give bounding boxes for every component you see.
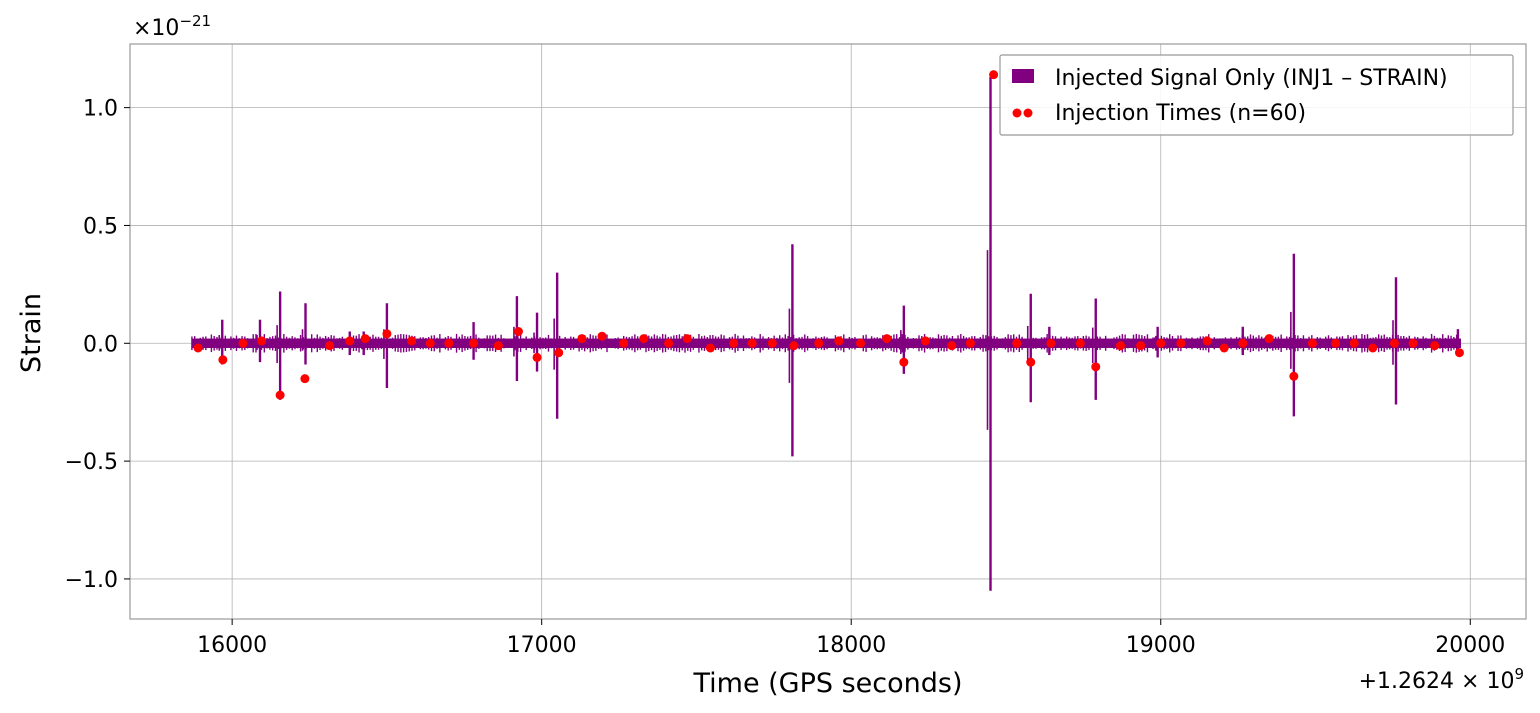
injection-marker (1202, 336, 1212, 346)
injection-marker (1368, 343, 1378, 353)
injection-marker (1454, 348, 1464, 358)
injection-marker (325, 341, 335, 351)
y-tick-label: 0.0 (83, 332, 118, 357)
y-ticks: 1.0 0.5 0.0 −0.5 −1.0 (65, 97, 130, 593)
y-tick-label: −1.0 (65, 568, 118, 593)
legend-markers-label: Injection Times (n=60) (1055, 101, 1306, 126)
y-tick-label: 1.0 (83, 97, 118, 122)
injection-marker (789, 341, 799, 351)
injection-marker (834, 336, 844, 346)
injection-marker (1116, 341, 1126, 351)
x-offset-label: +1.2624 × 109 (1359, 665, 1524, 694)
injection-marker (1156, 338, 1166, 348)
injection-marker (469, 338, 479, 348)
y-tick-label: 0.5 (83, 214, 118, 239)
injection-marker (275, 390, 285, 400)
injection-marker (814, 338, 824, 348)
injection-marker (360, 334, 370, 344)
y-axis-label: Strain (16, 293, 47, 373)
injection-markers (193, 70, 1464, 400)
injection-marker (1091, 362, 1101, 372)
x-tick-label: 16000 (197, 633, 267, 658)
injection-marker (577, 334, 587, 344)
injection-marker (1219, 343, 1229, 353)
x-ticks: 16000 17000 18000 19000 20000 (197, 619, 1505, 658)
injection-marker (407, 336, 417, 346)
legend-marker-dot-1 (1012, 108, 1022, 118)
x-tick-label: 17000 (507, 633, 577, 658)
x-axis-label: Time (GPS seconds) (692, 668, 962, 699)
injection-marker (1408, 338, 1418, 348)
injection-marker (921, 336, 931, 346)
injection-marker (532, 352, 542, 362)
legend-marker-dot-2 (1023, 108, 1033, 118)
injection-marker (597, 331, 607, 341)
injection-marker (1289, 371, 1299, 381)
injection-marker (1238, 338, 1248, 348)
x-tick-label: 20000 (1435, 633, 1505, 658)
injection-marker (899, 357, 909, 367)
injection-marker (639, 334, 649, 344)
injection-marker (729, 338, 739, 348)
legend-signal-swatch (1012, 69, 1034, 83)
injection-marker (1389, 338, 1399, 348)
injection-marker (1307, 338, 1317, 348)
injection-marker (747, 338, 757, 348)
injection-marker (1136, 341, 1146, 351)
injection-marker (257, 336, 267, 346)
y-tick-label: −0.5 (65, 450, 118, 475)
injection-marker (856, 338, 866, 348)
injection-marker (682, 334, 692, 344)
injection-marker (1046, 338, 1056, 348)
grid (130, 44, 1526, 619)
injection-marker (1430, 341, 1440, 351)
legend-frame (999, 54, 1514, 136)
injection-marker (965, 338, 975, 348)
y-scale-label: ×10−21 (133, 12, 211, 41)
injection-marker (767, 338, 777, 348)
x-tick-label: 19000 (1126, 633, 1196, 658)
legend-signal-label: Injected Signal Only (INJ1 – STRAIN) (1055, 66, 1448, 91)
injection-marker (1349, 338, 1359, 348)
injection-marker (947, 341, 957, 351)
injection-marker (218, 355, 228, 365)
injection-marker (554, 348, 564, 358)
injection-marker (1331, 338, 1341, 348)
injection-marker (382, 329, 392, 339)
injection-marker (345, 336, 355, 346)
injection-marker (238, 338, 248, 348)
injection-marker (705, 343, 715, 353)
injection-marker (493, 341, 503, 351)
injection-marker (664, 338, 674, 348)
injection-marker (1176, 338, 1186, 348)
x-tick-label: 18000 (816, 633, 886, 658)
injection-marker (1264, 334, 1274, 344)
injection-marker (300, 374, 310, 384)
injection-marker (444, 338, 454, 348)
injection-marker (619, 338, 629, 348)
legend: Injected Signal Only (INJ1 – STRAIN) Inj… (999, 54, 1514, 136)
injection-marker (513, 327, 523, 336)
injection-marker (1075, 338, 1085, 348)
injection-marker (989, 70, 999, 80)
signal-series (191, 76, 1461, 591)
plot-frame (129, 43, 1527, 620)
injection-marker (1012, 338, 1022, 348)
injection-marker (193, 343, 203, 353)
injection-marker (882, 334, 892, 344)
injection-marker (1026, 357, 1036, 367)
injection-marker (425, 338, 435, 348)
